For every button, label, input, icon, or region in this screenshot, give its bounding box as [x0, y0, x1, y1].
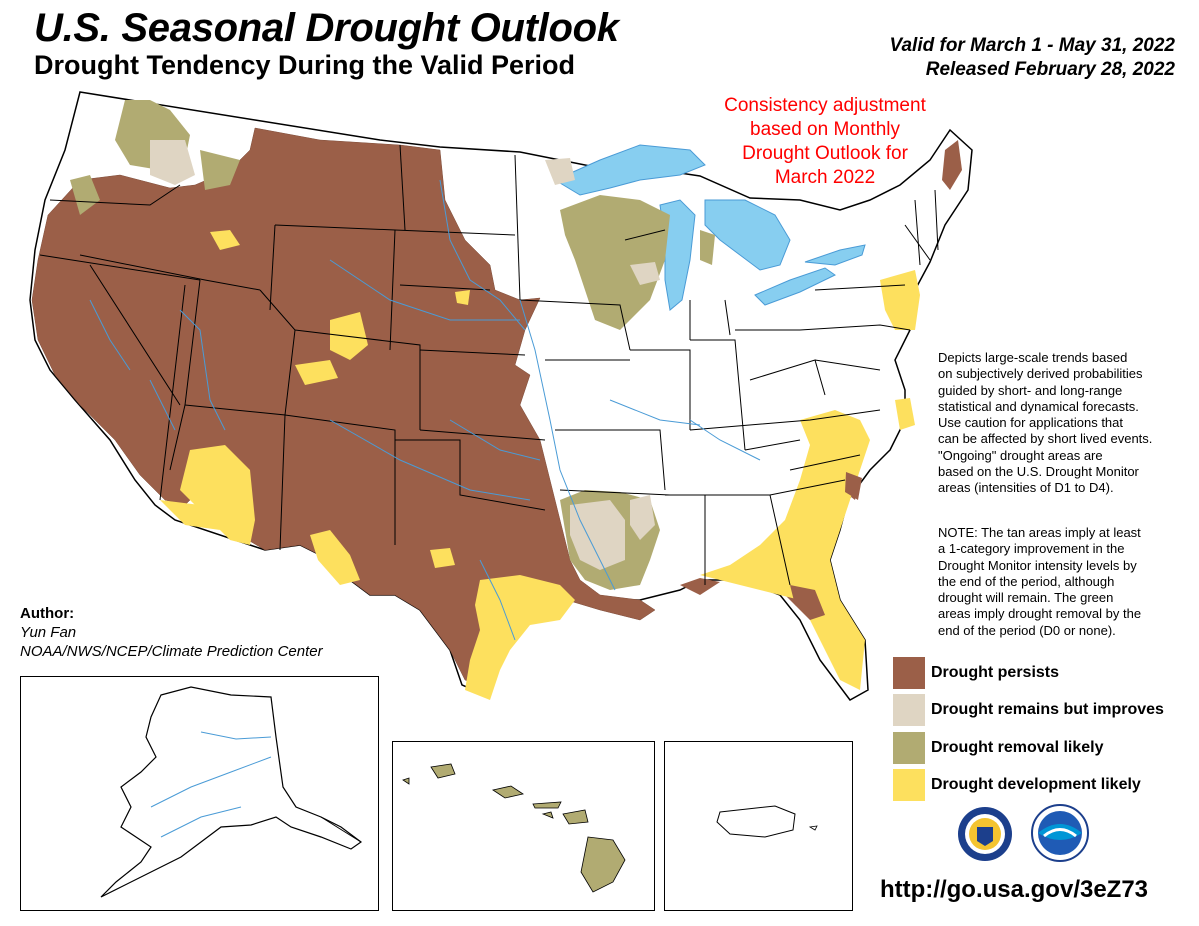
- consistency-line: Drought Outlook for: [742, 143, 908, 164]
- description-line: "Ongoing" drought areas are: [938, 447, 1103, 463]
- consistency-line: Consistency adjustment: [724, 95, 926, 116]
- author-block: Author: Yun Fan NOAA/NWS/NCEP/Climate Pr…: [20, 604, 323, 661]
- valid-period: Valid for March 1 - May 31, 2022: [889, 35, 1175, 56]
- consistency-line: based on Monthly: [750, 119, 900, 140]
- drought-removal-mich: [700, 230, 715, 265]
- note-line: a 1-category improvement in the: [938, 541, 1125, 557]
- drought-dev-southeast: [700, 410, 870, 690]
- legend-swatch: [893, 769, 925, 801]
- drought-improves-mn: [545, 158, 575, 185]
- legend-label: Drought removal likely: [931, 739, 1104, 756]
- drought-improves-nw: [150, 140, 195, 185]
- drought-dev-tx: [465, 575, 575, 700]
- note-line: drought will remain. The green: [938, 590, 1114, 606]
- hawaii-map: [402, 763, 626, 893]
- description-line: can be affected by short lived events.: [938, 431, 1153, 447]
- note-text: NOTE: The tan areas imply at least a 1-c…: [938, 525, 1198, 639]
- drought-dev-tx-spot: [430, 548, 455, 568]
- lake-huron: [704, 199, 791, 271]
- drought-persists-florida-panhandle: [680, 578, 720, 595]
- lake-ontario: [804, 244, 866, 266]
- drought-dev-sw: [160, 500, 220, 530]
- alaska-map: [100, 686, 363, 898]
- puerto-rico-inset: [664, 741, 853, 911]
- legend-item-improves: Drought remains but improves: [893, 694, 1164, 726]
- nws-seal-icon: [958, 807, 1012, 861]
- drought-removal-midwest: [560, 195, 670, 330]
- author-heading: Author:: [20, 605, 75, 622]
- noaa-logo-icon: [1031, 804, 1089, 862]
- drought-persists-fl-panhandle-2: [790, 585, 825, 620]
- description-text: Depicts large-scale trends based on subj…: [938, 350, 1198, 497]
- legend-item-removal: Drought removal likely: [893, 732, 1104, 764]
- drought-persists-maine: [942, 140, 962, 190]
- consistency-note: Consistency adjustment based on Monthly …: [690, 94, 960, 190]
- description-line: based on the U.S. Drought Monitor: [938, 464, 1139, 480]
- legend-swatch: [893, 732, 925, 764]
- drought-improves-lower-ms: [630, 495, 655, 540]
- drought-improves-wi: [630, 262, 660, 285]
- description-line: Depicts large-scale trends based: [938, 350, 1128, 365]
- note-line: NOTE: The tan areas imply at least: [938, 525, 1141, 540]
- note-line: the end of the period, although: [938, 573, 1115, 589]
- drought-dev-nm: [310, 530, 360, 585]
- legend-swatch: [893, 694, 925, 726]
- description-line: statistical and dynamical forecasts.: [938, 398, 1139, 414]
- puerto-rico-map: [716, 805, 818, 838]
- description-line: on subjectively derived probabilities: [938, 366, 1143, 382]
- drought-improves-south: [570, 500, 625, 570]
- hawaii-inset: [392, 741, 655, 911]
- description-line: guided by short- and long-range: [938, 382, 1123, 398]
- lake-superior: [553, 144, 706, 196]
- legend-item-development: Drought development likely: [893, 769, 1141, 801]
- state-boundaries: [39, 144, 939, 586]
- drought-persists-sc: [845, 472, 862, 500]
- drought-dev-va: [895, 398, 915, 430]
- lake-erie: [754, 267, 836, 306]
- legend-item-persists: Drought persists: [893, 657, 1059, 689]
- description-line: areas (intensities of D1 to D4).: [938, 480, 1114, 496]
- alaska-inset: [20, 676, 379, 911]
- legend-label: Drought remains but improves: [931, 701, 1164, 718]
- author-org: NOAA/NWS/NCEP/Climate Prediction Center: [20, 643, 323, 660]
- drought-dev-id: [210, 230, 240, 250]
- description-line: Use caution for applications that: [938, 415, 1123, 431]
- outlook-url[interactable]: http://go.usa.gov/3eZ73: [880, 876, 1149, 903]
- author-name: Yun Fan: [20, 624, 77, 641]
- drought-dev-az: [180, 445, 255, 545]
- rivers: [89, 179, 761, 641]
- legend-label: Drought persists: [931, 664, 1060, 681]
- drought-dev-ne-coast: [880, 270, 920, 330]
- drought-removal-idaho: [200, 150, 240, 190]
- drought-dev-ut: [295, 360, 338, 385]
- map-title: U.S. Seasonal Drought Outlook: [34, 6, 619, 50]
- drought-dev-ne: [455, 290, 470, 305]
- note-line: areas imply drought removal by the: [938, 606, 1142, 622]
- map-subtitle: Drought Tendency During the Valid Period: [34, 50, 576, 80]
- note-line: Drought Monitor intensity levels by: [938, 557, 1137, 573]
- legend-swatch: [893, 657, 925, 689]
- drought-removal-wa-coast: [70, 175, 100, 215]
- consistency-line: March 2022: [774, 167, 876, 188]
- note-line: end of the period (D0 or none).: [938, 622, 1116, 638]
- legend-label: Drought development likely: [931, 776, 1141, 793]
- release-date: Released February 28, 2022: [925, 59, 1175, 80]
